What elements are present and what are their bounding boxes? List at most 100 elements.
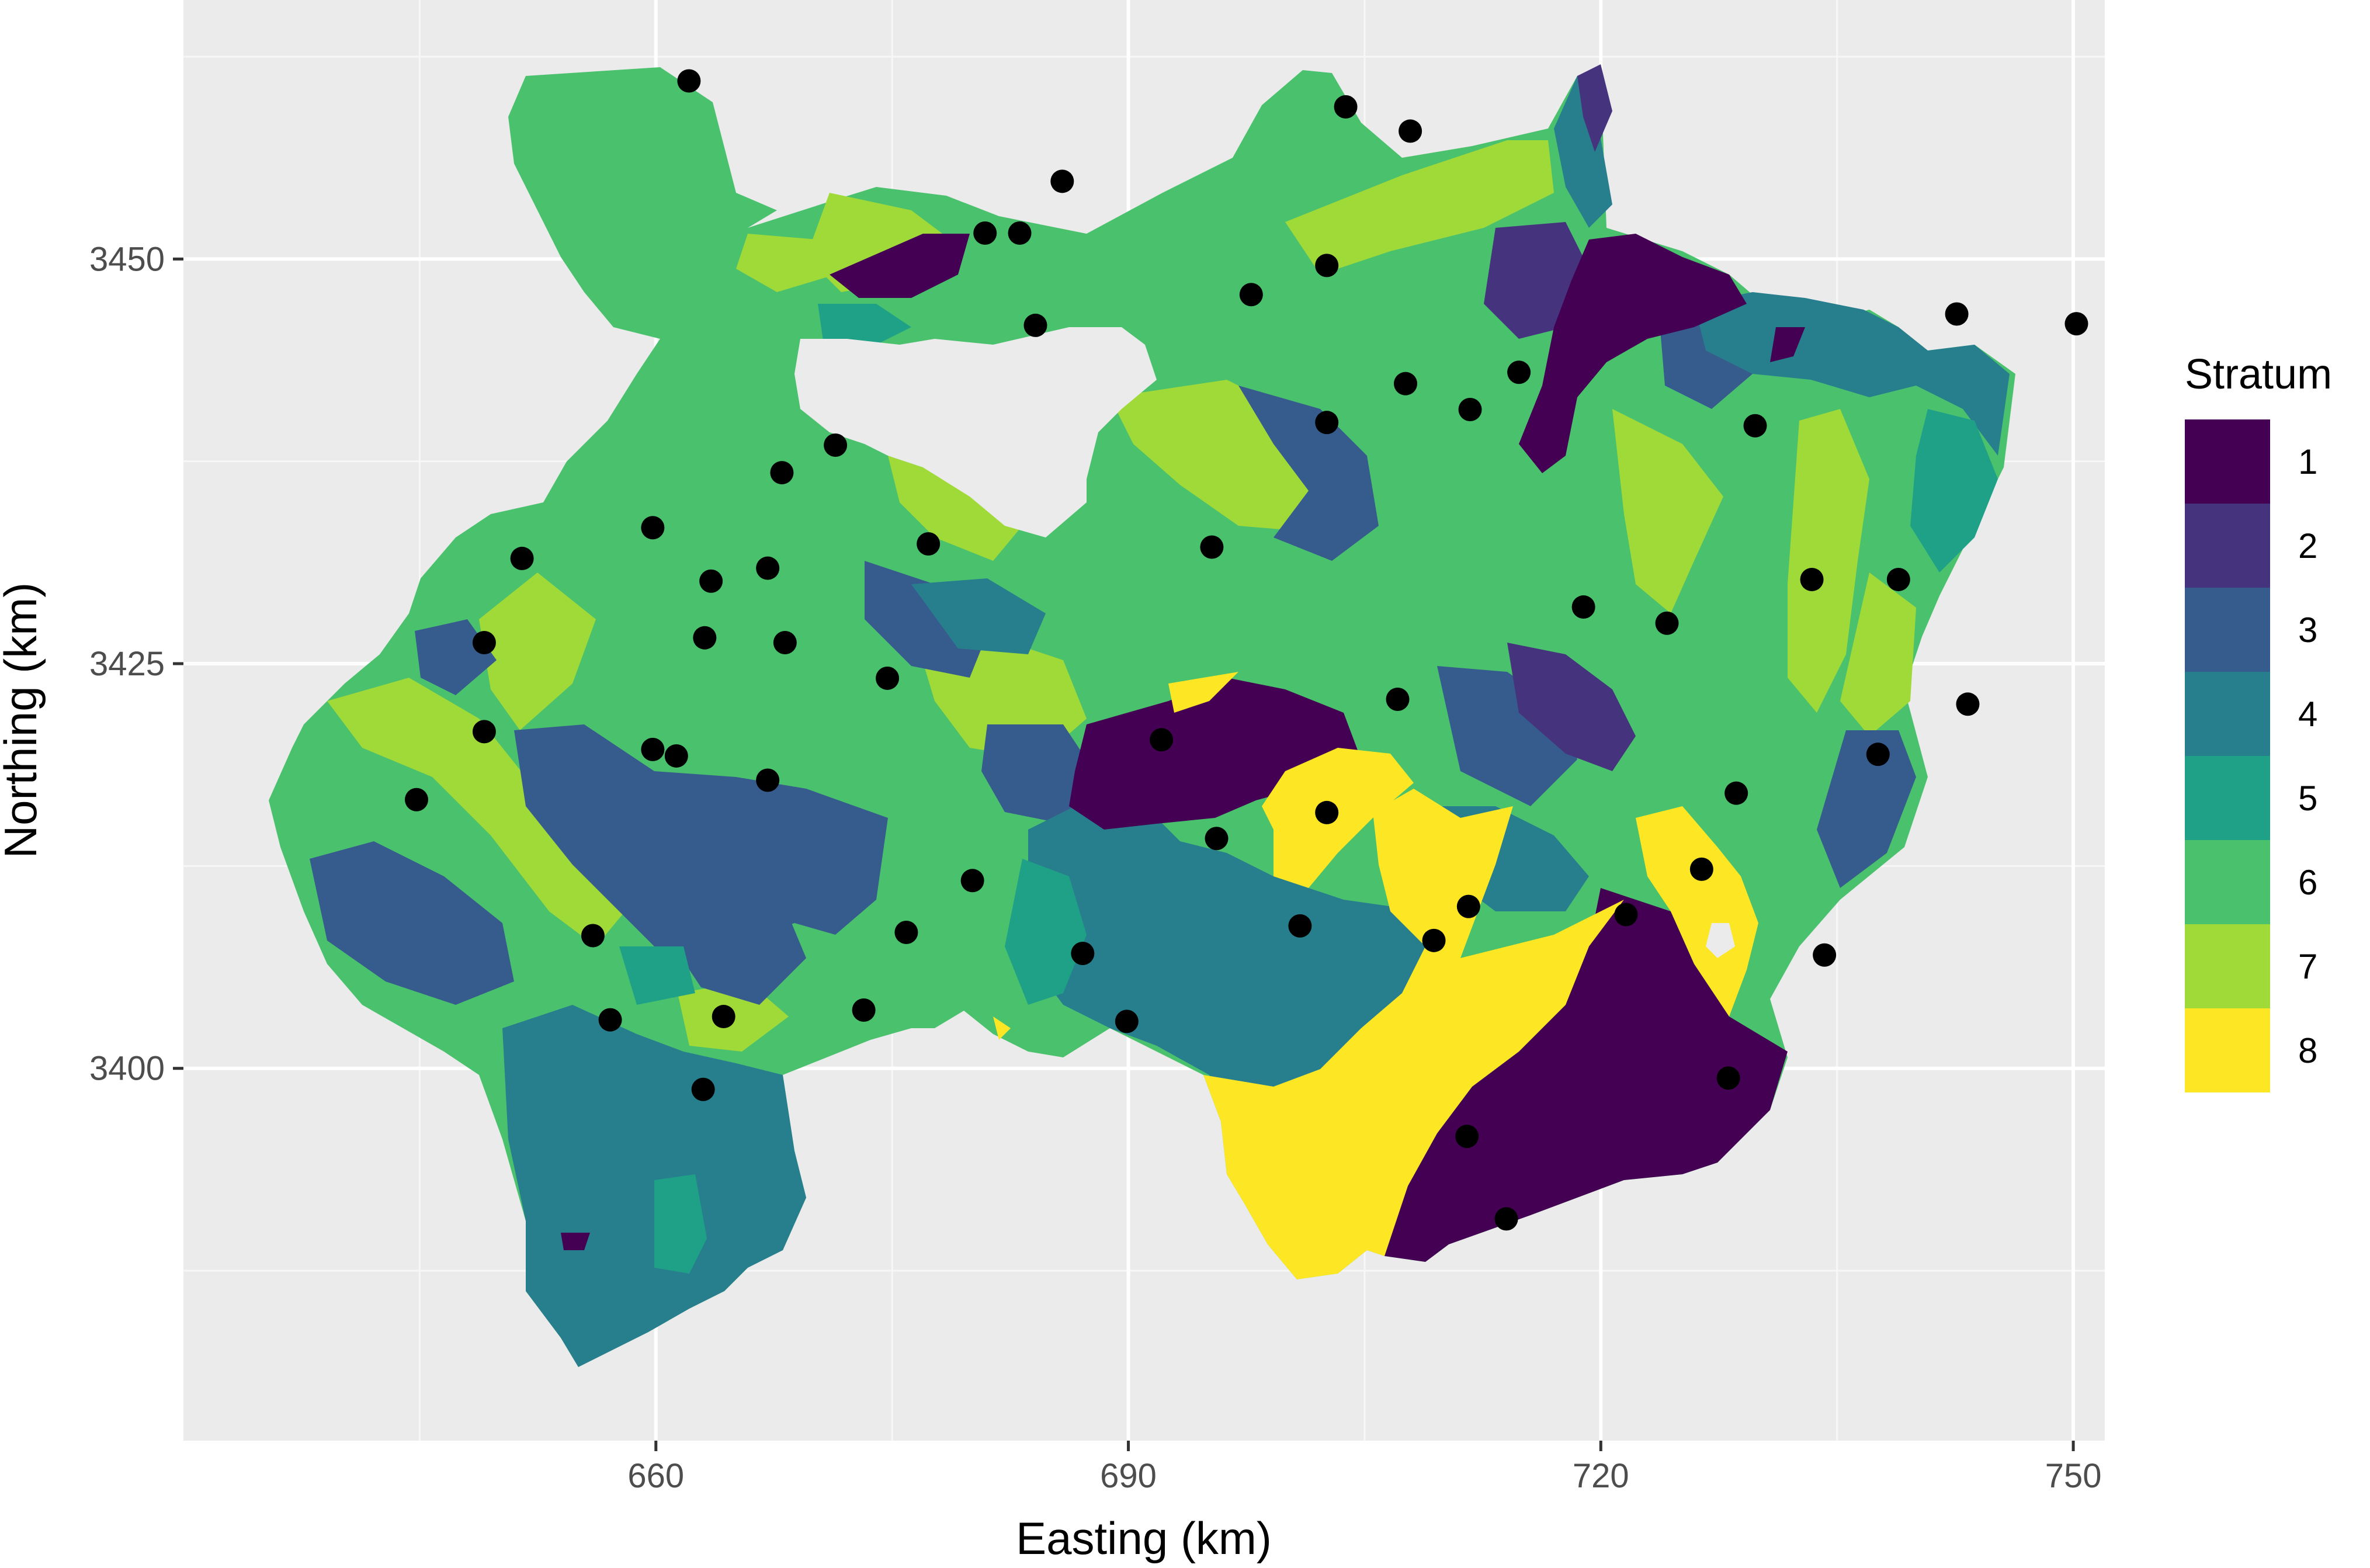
sample-point	[1716, 1066, 1740, 1090]
sample-point	[756, 556, 780, 580]
sample-point	[1689, 857, 1713, 881]
x-axis-title: Easting (km)	[1016, 1513, 1272, 1564]
sample-point	[1008, 221, 1032, 245]
region-3	[514, 724, 888, 964]
region-7	[736, 234, 835, 292]
sample-point	[641, 737, 665, 761]
x-tick-label: 720	[1573, 1457, 1629, 1495]
region-8	[993, 1017, 1011, 1040]
region-1	[1519, 234, 1747, 473]
sample-point	[664, 744, 688, 768]
region-8	[1203, 789, 1624, 1279]
x-tick-label: 690	[1100, 1457, 1157, 1495]
sample-point	[1150, 728, 1174, 752]
region-2	[1577, 64, 1612, 152]
region-7	[1285, 140, 1554, 275]
sample-point	[1507, 360, 1531, 384]
region-7	[479, 573, 596, 730]
sample-point	[1205, 827, 1229, 851]
sample-point	[852, 998, 876, 1022]
x-tick-label: 660	[627, 1457, 684, 1495]
sample-point	[1399, 119, 1422, 143]
sample-point	[1724, 781, 1748, 805]
sample-point	[1386, 687, 1410, 711]
legend-title: Stratum	[2185, 351, 2332, 398]
region-7	[1612, 409, 1723, 613]
sample-point	[1288, 914, 1312, 938]
sample-points	[404, 69, 2088, 1231]
region-5	[1910, 409, 1998, 573]
sample-point	[404, 788, 428, 811]
sample-point	[1315, 254, 1339, 277]
region-7	[888, 456, 1022, 561]
legend-items: 1 2 3 4 5 6 7 8	[2185, 419, 2317, 1092]
sample-point	[1886, 567, 1910, 591]
sample-point	[1115, 1010, 1139, 1033]
legend-label: 7	[2298, 947, 2317, 986]
region-7	[1840, 573, 1916, 736]
sample-point	[773, 631, 797, 655]
lake-hole	[794, 327, 1157, 537]
sample-point	[1334, 95, 1358, 119]
sample-point	[1071, 941, 1095, 965]
sample-point	[1800, 567, 1824, 591]
region-8	[1262, 748, 1414, 888]
y-tick-label: 3450	[89, 240, 165, 278]
legend-label: 6	[2298, 863, 2317, 902]
sample-point	[1866, 743, 1890, 766]
region-3	[666, 853, 806, 1005]
sample-point	[1945, 302, 1969, 326]
region-1	[1384, 888, 1788, 1262]
legend-label: 1	[2298, 442, 2317, 481]
sample-point	[1956, 692, 1980, 716]
region-3	[1238, 386, 1379, 561]
region-1	[1770, 327, 1805, 362]
sample-point	[1455, 1125, 1479, 1149]
region-3	[310, 841, 514, 1005]
sample-point	[1458, 398, 1482, 422]
sample-point	[1571, 595, 1595, 619]
lake-hole	[1706, 923, 1735, 958]
sample-point	[693, 626, 717, 650]
region-4	[1554, 76, 1612, 228]
region-3	[981, 724, 1098, 824]
region-4	[911, 578, 1046, 654]
legend-label: 5	[2298, 779, 2317, 818]
region-7	[1788, 409, 1869, 713]
region-1	[830, 234, 970, 298]
region-5	[619, 946, 695, 1005]
sample-point	[756, 768, 780, 792]
sample-point	[1315, 800, 1339, 824]
sample-point	[876, 666, 900, 690]
legend-label: 4	[2298, 695, 2317, 734]
sample-point	[677, 69, 701, 93]
sample-point	[1813, 943, 1837, 967]
region-4	[1028, 795, 1431, 1122]
sample-point	[641, 516, 665, 540]
legend-key	[2185, 588, 2270, 672]
sample-point	[691, 1077, 715, 1101]
x-tick-label: 750	[2045, 1457, 2102, 1495]
sample-point	[472, 720, 496, 744]
sample-point	[598, 1008, 622, 1032]
sample-point	[1743, 414, 1767, 438]
sample-point	[960, 869, 984, 893]
legend-key	[2185, 1008, 2270, 1092]
strata-regions	[269, 64, 2015, 1367]
y-axis: 3400 3425 3450	[89, 240, 183, 1088]
sample-point	[824, 433, 848, 457]
sample-point	[973, 221, 997, 245]
legend-key	[2185, 672, 2270, 756]
sample-point	[1614, 903, 1638, 927]
region-5	[1005, 859, 1087, 1005]
legend-key	[2185, 840, 2270, 924]
y-tick-label: 3425	[89, 645, 165, 683]
sample-point	[1200, 535, 1224, 559]
legend-key	[2185, 924, 2270, 1008]
sample-point	[1239, 283, 1263, 307]
sample-point	[2064, 312, 2088, 336]
sample-point	[1494, 1207, 1518, 1231]
legend-label: 3	[2298, 610, 2317, 650]
sample-point	[917, 532, 941, 556]
